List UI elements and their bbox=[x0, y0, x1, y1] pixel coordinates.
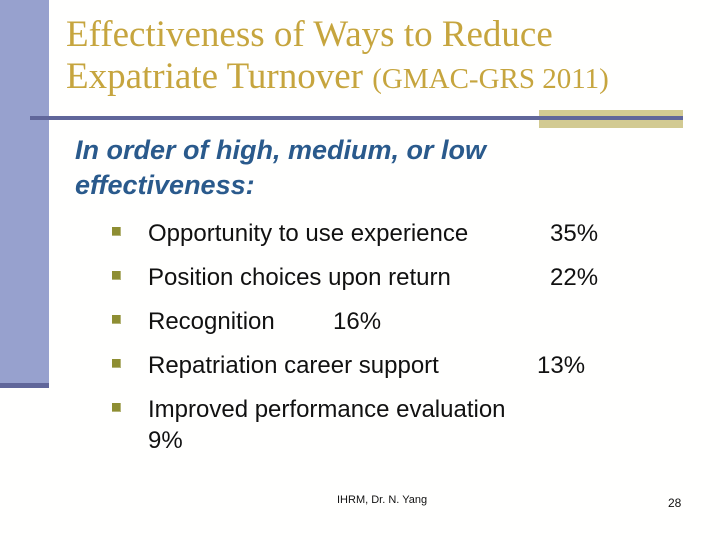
bullet-percentage: 35% bbox=[550, 220, 599, 247]
square-bullet-icon bbox=[112, 315, 121, 324]
slide-subtitle: In order of high, medium, or low effecti… bbox=[75, 133, 635, 203]
bullet-percentage: 22% bbox=[550, 264, 599, 291]
slide-title-line2: Expatriate Turnover bbox=[66, 56, 373, 97]
bullet-text: Improved performance evaluation 9% bbox=[148, 394, 682, 456]
square-bullet-icon bbox=[112, 227, 121, 236]
bullet-item: Improved performance evaluation 9% bbox=[112, 394, 682, 456]
bullet-label: Opportunity to use experience bbox=[148, 220, 469, 247]
subtitle-line1: In order of high, medium, or low bbox=[75, 135, 486, 165]
footer-credit: IHRM, Dr. N. Yang bbox=[337, 494, 428, 506]
bullet-label: Repatriation career support bbox=[148, 352, 439, 379]
square-bullet-icon bbox=[112, 271, 121, 280]
slide-title-source: (GMAC-GRS 2011) bbox=[372, 63, 609, 95]
square-bullet-icon bbox=[112, 403, 121, 412]
bullet-text: Position choices upon return 22% bbox=[148, 262, 682, 293]
bullet-percentage: 13% bbox=[537, 352, 586, 379]
bullet-label: Position choices upon return bbox=[148, 264, 451, 291]
bullet-label: Improved performance evaluation bbox=[148, 396, 506, 423]
bullet-text: Opportunity to use experience 35% bbox=[148, 218, 682, 249]
bullet-item: Recognition 16% bbox=[112, 306, 682, 337]
bullet-list: Opportunity to use experience 35% Positio… bbox=[112, 218, 682, 469]
bullet-item: Repatriation career support 13% bbox=[112, 350, 682, 381]
bullet-item: Position choices upon return 22% bbox=[112, 262, 682, 293]
bullet-percentage: 9% bbox=[148, 427, 183, 454]
slide-page-number: 28 bbox=[668, 496, 682, 510]
bullet-percentage: 16% bbox=[333, 308, 382, 335]
left-accent-bar-underline bbox=[0, 383, 49, 388]
bullet-text: Recognition 16% bbox=[148, 306, 682, 337]
bullet-label: Recognition bbox=[148, 308, 275, 335]
slide-title-line1: Effectiveness of Ways to Reduce bbox=[66, 14, 553, 55]
bullet-item: Opportunity to use experience 35% bbox=[112, 218, 682, 249]
subtitle-line2: effectiveness: bbox=[75, 170, 255, 200]
square-bullet-icon bbox=[112, 359, 121, 368]
slide-title: Effectiveness of Ways to Reduce Expatria… bbox=[66, 14, 696, 100]
title-rule bbox=[30, 116, 683, 120]
left-accent-bar bbox=[0, 0, 49, 383]
bullet-text: Repatriation career support 13% bbox=[148, 350, 682, 381]
